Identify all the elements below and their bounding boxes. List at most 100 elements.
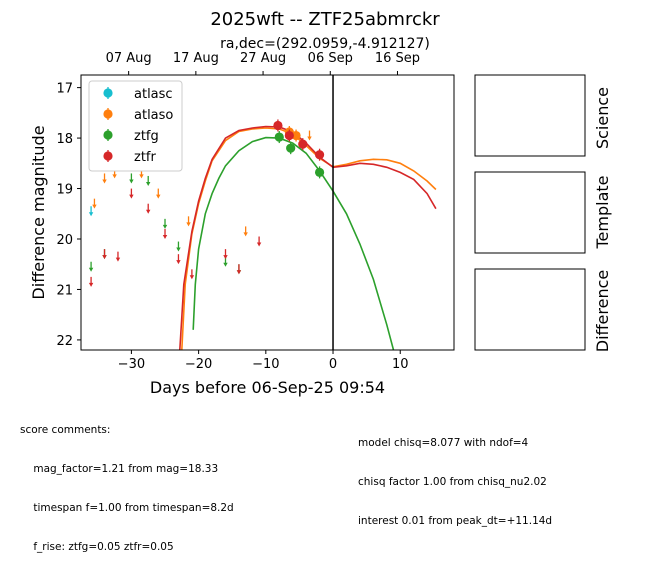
limit-arrowhead: [243, 232, 248, 237]
data-point-ztfg: [274, 131, 284, 144]
top-tick-label: 17 Aug: [173, 51, 219, 66]
point-marker: [298, 139, 308, 149]
upper-limit-ztfr: [236, 264, 242, 275]
point-marker: [284, 130, 294, 141]
legend-entry-ztfg: ztfg: [103, 129, 159, 144]
x-tick-label: 10: [392, 357, 409, 372]
data-point-ztfr: [298, 138, 308, 151]
limit-arrowhead: [139, 174, 144, 179]
upper-limit-ztfg: [162, 218, 168, 229]
limit-arrowhead: [102, 179, 107, 184]
footer-left-line: mag_factor=1.21 from mag=18.33: [20, 463, 219, 475]
limit-arrowhead: [129, 194, 134, 199]
legend-entry-atlasc: atlasc: [103, 87, 173, 102]
upper-limit-markers: [88, 130, 312, 287]
limit-arrowhead: [146, 181, 151, 186]
limit-arrowhead: [112, 174, 117, 179]
upper-limit-ztfg: [176, 241, 181, 252]
model-comments: model chisq=8.077 with ndof=4 chisq fact…: [358, 411, 552, 541]
top-tick-label: 16 Sep: [375, 51, 420, 66]
model-curve-atlaso: [181, 127, 437, 350]
legend-entry-atlaso: atlaso: [103, 108, 173, 123]
science-image-panel: [474, 74, 586, 157]
legend-marker: [103, 130, 113, 140]
upper-limit-ztfr: [162, 228, 168, 239]
limit-arrowhead: [189, 275, 195, 280]
legend-label: atlaso: [134, 108, 173, 123]
science-panel-label: Science: [593, 87, 612, 149]
limit-arrowhead: [236, 270, 242, 275]
figure: 2025wft -- ZTF25abmrckr ra,dec=(292.0959…: [29, 9, 612, 397]
x-tick-label: −30: [118, 357, 145, 372]
data-point-ztfr: [314, 148, 325, 161]
chart-title: 2025wft -- ZTF25abmrckr: [210, 9, 440, 30]
footer-left-line: f_rise: ztfg=0.05 ztfr=0.05: [20, 541, 174, 553]
legend-box: [88, 80, 183, 172]
legend: atlasc atlaso ztfg ztfr: [88, 80, 183, 172]
limit-arrowhead: [88, 267, 94, 272]
y-axis-label: Difference magnitude: [29, 125, 48, 299]
difference-image-panel: [474, 268, 586, 351]
upper-limit-ztfg: [146, 175, 151, 186]
y-tick-label: 22: [56, 334, 73, 349]
upper-limit-atlasc: [88, 206, 94, 217]
upper-limit-atlaso: [243, 226, 248, 237]
point-marker: [273, 120, 283, 131]
x-axis-ticks: −30 −20 −10 0 10: [118, 350, 409, 372]
x-tick-label: −20: [185, 357, 212, 372]
footer-right-line: model chisq=8.077 with ndof=4: [358, 437, 529, 449]
upper-limit-ztfr: [129, 188, 134, 199]
y-tick-label: 21: [56, 283, 73, 298]
template-panel-label: Template: [593, 175, 612, 249]
legend-label: ztfr: [134, 150, 156, 165]
upper-limit-ztfr: [176, 254, 181, 265]
legend-marker: [103, 151, 113, 161]
data-point-atlaso: [291, 129, 301, 142]
top-tick-label: 07 Aug: [106, 51, 152, 66]
upper-limit-ztfr: [88, 276, 94, 287]
upper-limit-ztfr: [146, 203, 151, 214]
upper-limit-atlaso: [92, 198, 97, 209]
top-tick-label: 06 Sep: [308, 51, 353, 66]
legend-label: atlasc: [134, 87, 173, 102]
footer-left-line: timespan f=1.00 from timespan=8.2d: [20, 502, 234, 514]
data-point-ztfg: [314, 166, 325, 179]
y-axis-ticks: 17 18 19 20 21 22: [56, 82, 81, 349]
data-point-ztfr: [284, 129, 294, 142]
upper-limit-ztfg: [129, 173, 134, 184]
footer-left-line: score comments:: [20, 424, 111, 436]
x-tick-label: −10: [252, 357, 279, 372]
x-axis-label: Days before 06-Sep-25 09:54: [150, 378, 385, 397]
upper-limit-ztfr: [115, 251, 121, 262]
score-comments: score comments: mag_factor=1.21 from mag…: [20, 398, 234, 567]
upper-limit-atlaso: [307, 130, 312, 141]
cutout-panels: Science Template Difference: [474, 74, 612, 352]
top-date-axis-ticks: 07 Aug 17 Aug 27 Aug 06 Sep 16 Sep: [106, 51, 420, 75]
point-marker: [314, 167, 325, 177]
footer-right-line: interest 0.01 from peak_dt=+11.14d: [358, 515, 553, 527]
limit-arrowhead: [223, 255, 228, 260]
difference-panel-label: Difference: [593, 270, 612, 352]
plot-area: −30 −20 −10 0 10 17 18 19 20 21 22 07 Aug 17 Aug 27…: [29, 51, 455, 397]
limit-arrowhead: [162, 234, 168, 239]
limit-arrowhead: [88, 282, 94, 287]
point-marker: [286, 143, 296, 153]
plot-frame: [80, 74, 455, 351]
limit-arrowhead: [146, 209, 151, 214]
upper-limit-ztfr: [256, 236, 262, 247]
y-tick-label: 17: [56, 82, 73, 97]
legend-label: ztfg: [134, 129, 159, 144]
chart-subtitle: ra,dec=(292.0959,-4.912127): [220, 36, 430, 52]
limit-arrowhead: [223, 262, 228, 267]
limit-arrowhead: [256, 242, 262, 247]
upper-limit-ztfr: [223, 249, 228, 260]
detection-points: [273, 119, 325, 179]
legend-entry-ztfr: ztfr: [103, 150, 156, 165]
upper-limit-ztfg: [88, 261, 94, 272]
y-tick-label: 20: [56, 233, 73, 248]
point-marker: [274, 132, 284, 142]
limit-arrowhead: [156, 194, 161, 199]
legend-marker: [103, 109, 113, 119]
limit-arrowhead: [88, 212, 94, 217]
limit-arrowhead: [115, 257, 121, 262]
